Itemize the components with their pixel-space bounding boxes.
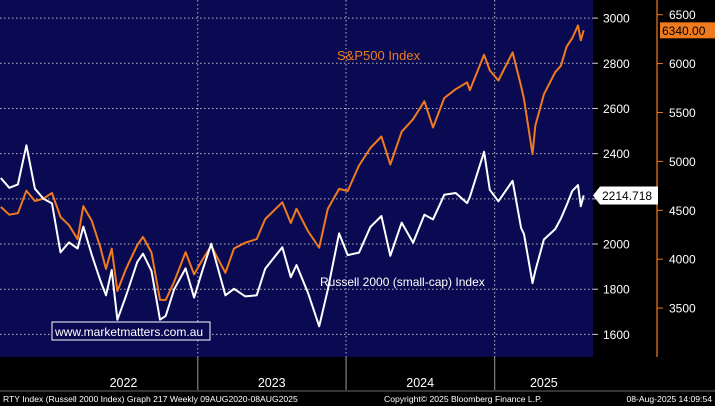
sp500-axis: 3500 4000 4500 5000 5500 6000 6500 xyxy=(657,8,696,316)
series-layer xyxy=(0,24,585,328)
x-tick-label: 2022 xyxy=(110,376,138,390)
year-dividers xyxy=(197,0,496,357)
sp500-tick-label: 3500 xyxy=(669,302,696,316)
sp500-tick-label: 6000 xyxy=(669,57,696,71)
x-axis: 2022 2023 2024 2025 xyxy=(0,357,715,392)
russell-tick-label: 2000 xyxy=(603,238,630,252)
watermark-text: www.marketmatters.com.au xyxy=(54,325,203,339)
plot-area xyxy=(0,0,593,357)
russell-last-value: 2214.718 xyxy=(602,189,652,203)
x-tick-label: 2023 xyxy=(258,376,286,390)
x-tick-label: 2025 xyxy=(530,376,558,390)
sp500-tick-label: 6500 xyxy=(669,8,696,22)
last-value-tags: 6340.00 2214.718 xyxy=(593,22,715,205)
x-tick-label: 2024 xyxy=(406,376,434,390)
sp500-line xyxy=(0,24,585,301)
russell-tick-label: 1600 xyxy=(603,328,630,342)
russell-tick-label: 2400 xyxy=(603,147,630,161)
footer-left: RTY Index (Russell 2000 Index) Graph 217… xyxy=(3,394,298,404)
watermark-box xyxy=(51,321,211,341)
sp500-last-value-box xyxy=(660,22,715,39)
footer-center: Copyright© 2025 Bloomberg Finance L.P. xyxy=(384,394,542,404)
russell-tick-label: 2600 xyxy=(603,102,630,116)
russell-line xyxy=(0,144,585,328)
russell-tick-label: 2800 xyxy=(603,57,630,71)
russell-tick-label: 3000 xyxy=(603,12,630,26)
sp500-tick-label: 4000 xyxy=(669,253,696,267)
sp500-tick-label: 5500 xyxy=(669,106,696,120)
sp500-tick-label: 5000 xyxy=(669,155,696,169)
grid-lines xyxy=(0,17,593,335)
sp500-last-value: 6340.00 xyxy=(662,24,706,38)
sp500-series-label: S&P500 Index xyxy=(337,48,421,63)
footer-right: 08-Aug-2025 14:09:54 xyxy=(626,394,712,404)
russell-last-value-box xyxy=(593,186,658,205)
sp500-tick-label: 4500 xyxy=(669,204,696,218)
russell-series-label: Russell 2000 (small-cap) Index xyxy=(320,275,485,289)
russell-tick-label: 1800 xyxy=(603,283,630,297)
